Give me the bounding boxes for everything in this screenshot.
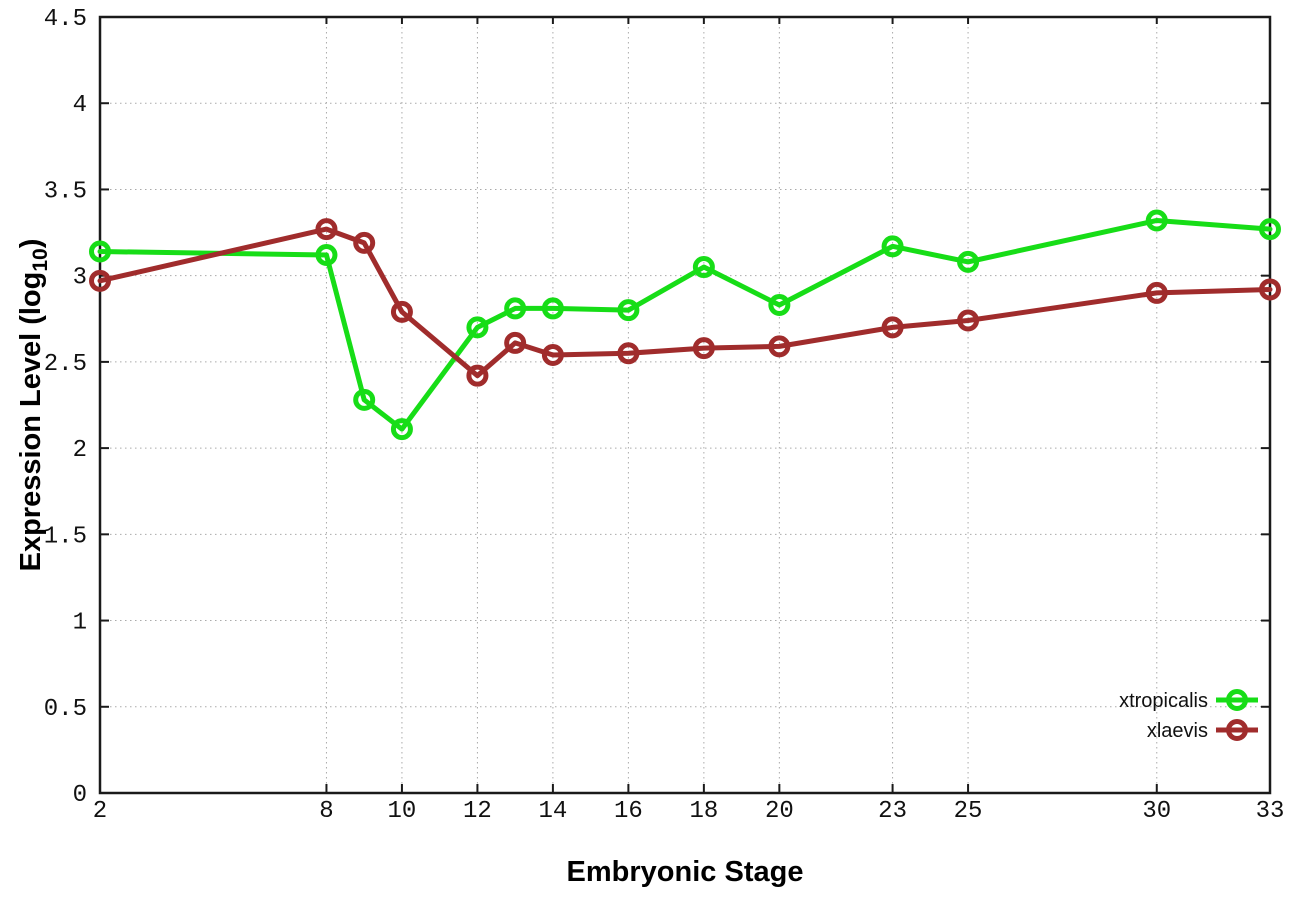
x-tick-label: 23 xyxy=(878,798,907,825)
series-marker-xtropicalis xyxy=(1145,209,1168,232)
series-marker-xlaevis xyxy=(692,337,715,360)
y-tick-label: 1.5 xyxy=(44,523,87,550)
series-marker-xtropicalis xyxy=(315,243,338,266)
series-marker-xlaevis xyxy=(881,316,904,339)
series-marker-xtropicalis xyxy=(692,256,715,279)
series-marker-xtropicalis xyxy=(957,250,980,273)
series-marker-xlaevis xyxy=(89,269,111,292)
plot-border xyxy=(98,15,1272,795)
series-marker-xlaevis xyxy=(466,364,489,387)
series-marker-xlaevis xyxy=(353,231,376,254)
series-line-xtropicalis xyxy=(97,217,1273,432)
x-tick-label: 30 xyxy=(1142,798,1171,825)
series-marker-xtropicalis xyxy=(1259,218,1281,241)
series-marker-xtropicalis xyxy=(541,297,564,320)
series-layer xyxy=(89,209,1281,441)
series-marker-xlaevis xyxy=(1259,278,1281,301)
y-tick-label: 2 xyxy=(73,437,87,464)
y-tick-label: 2.5 xyxy=(44,351,87,378)
y-tick-label: 4 xyxy=(73,92,87,119)
legend-label-xlaevis: xlaevis xyxy=(1147,720,1208,742)
x-tick-label: 33 xyxy=(1256,798,1285,825)
y-tick-label: 3.5 xyxy=(44,178,87,205)
series-marker-xtropicalis xyxy=(89,240,111,263)
series-marker-xtropicalis xyxy=(353,388,376,411)
y-axis-label: Expression Level (log10) xyxy=(15,239,52,572)
legend-marker-xtropicalis xyxy=(1226,689,1248,711)
legend: xtropicalis xlaevis xyxy=(1119,689,1258,742)
series-marker-xlaevis xyxy=(957,309,980,332)
x-tick-label: 14 xyxy=(538,798,567,825)
x-axis-label: Embryonic Stage xyxy=(567,856,804,888)
series-marker-xtropicalis xyxy=(390,418,413,441)
series-marker-xtropicalis xyxy=(617,299,640,322)
legend-marker-xlaevis xyxy=(1226,719,1248,741)
x-tick-label: 8 xyxy=(319,798,333,825)
x-tick-label: 18 xyxy=(689,798,718,825)
series-line-xlaevis xyxy=(97,226,1273,379)
axis-layer: 2 8 10 12 14 16 18 20 23 25 30 33 0 0.5 1 1.5 2 2.5 3 3.5 4 4… xyxy=(44,6,1285,825)
y-tick-label: 0.5 xyxy=(44,696,87,723)
x-tick-label: 2 xyxy=(93,798,107,825)
x-tick-label: 10 xyxy=(388,798,417,825)
series-marker-xlaevis xyxy=(315,218,338,241)
y-tick-label: 0 xyxy=(73,782,87,809)
legend-label-xtropicalis: xtropicalis xyxy=(1119,690,1208,712)
x-tick-label: 20 xyxy=(765,798,794,825)
series-marker-xtropicalis xyxy=(768,293,791,316)
series-marker-xlaevis xyxy=(768,335,791,358)
series-marker-xlaevis xyxy=(504,331,527,354)
x-tick-label: 16 xyxy=(614,798,643,825)
series-marker-xtropicalis xyxy=(504,297,527,320)
y-tick-label: 4.5 xyxy=(44,6,87,33)
series-marker-xlaevis xyxy=(390,300,413,323)
series-marker-xlaevis xyxy=(617,342,640,365)
series-marker-xtropicalis xyxy=(881,235,904,258)
y-tick-label: 1 xyxy=(73,610,87,637)
series-marker-xlaevis xyxy=(541,343,564,366)
series-marker-xtropicalis xyxy=(466,316,489,339)
x-tick-label: 12 xyxy=(463,798,492,825)
x-tick-label: 25 xyxy=(954,798,983,825)
series-marker-xlaevis xyxy=(1145,281,1168,304)
grid-layer xyxy=(99,16,1271,794)
y-tick-label: 3 xyxy=(73,265,87,292)
